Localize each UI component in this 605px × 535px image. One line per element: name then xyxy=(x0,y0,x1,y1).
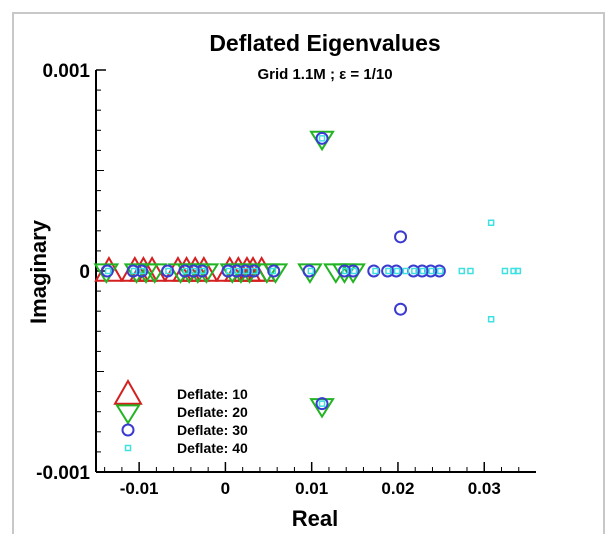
deflate-40-point xyxy=(251,267,258,275)
x-axis-label: Real xyxy=(292,506,338,531)
deflate-40-legend-marker xyxy=(124,444,132,452)
deflate-20-point xyxy=(141,263,168,284)
deflate-40-point xyxy=(487,315,495,323)
deflate-10-legend-label: Deflate: 10 xyxy=(177,386,248,402)
deflate-30-point xyxy=(337,264,351,278)
y-tick-label: 0 xyxy=(79,262,90,283)
deflate-30-point xyxy=(221,264,235,278)
deflate-40-point xyxy=(350,267,358,275)
deflate-40-point xyxy=(372,267,379,275)
deflate-30-legend-label: Deflate: 30 xyxy=(177,422,248,438)
deflate-40-legend-label: Deflate: 40 xyxy=(177,440,248,456)
deflate-40-point xyxy=(385,267,392,275)
y-tick-label: -0.001 xyxy=(36,463,90,484)
y-axis-label: Imaginary xyxy=(26,219,51,324)
deflate-40-point xyxy=(307,267,315,275)
data-marks-group xyxy=(93,130,522,419)
deflate-40-point xyxy=(487,219,495,227)
deflate-40-point xyxy=(402,267,409,275)
deflate-30-point xyxy=(302,264,316,278)
frame-top-border xyxy=(12,12,604,14)
deflate-40-point xyxy=(342,267,349,275)
deflate-40-point xyxy=(428,267,435,275)
deflate-40-point xyxy=(182,267,189,275)
deflate-30-point xyxy=(315,131,329,145)
deflate-30-point xyxy=(126,264,140,278)
deflate-40-point xyxy=(234,267,241,275)
deflate-40-point xyxy=(269,267,277,275)
deflate-40-point xyxy=(225,267,233,275)
deflate-20-legend-marker xyxy=(115,404,141,425)
deflate-30-point xyxy=(100,264,114,278)
y-tick-label: 0.001 xyxy=(42,61,90,82)
deflate-40-point xyxy=(467,267,474,275)
deflate-40-point xyxy=(411,267,418,275)
deflate-30-point xyxy=(267,264,281,278)
deflate-40-point xyxy=(104,267,112,275)
deflate-40-point xyxy=(318,135,326,142)
deflate-40-point xyxy=(436,267,444,275)
x-tick-label: 0.03 xyxy=(468,479,501,498)
chart-title: Deflated Eigenvalues xyxy=(209,30,440,56)
deflate-30-point xyxy=(161,264,175,278)
deflate-30-point xyxy=(315,397,329,411)
deflate-40-point xyxy=(514,267,522,275)
x-tick-label: 0.01 xyxy=(295,479,328,498)
frame-left-border xyxy=(12,12,14,534)
legend: Deflate: 10 Deflate: 20 Deflate: 30 Deflate… xyxy=(113,378,248,456)
ticks-group: -0.01 0 0.01 0.02 0.03 -0.001 0 0.001 xyxy=(36,61,520,498)
chart-subtitle: Grid 1.1M ; ε = 1/10 xyxy=(257,66,392,83)
deflate-30-point xyxy=(178,264,192,278)
deflate-30-point xyxy=(367,264,381,278)
deflate-20-legend-label: Deflate: 20 xyxy=(177,404,248,420)
deflate-40-point xyxy=(199,267,207,275)
deflate-40-point xyxy=(458,267,466,275)
deflate-30-point xyxy=(381,264,395,278)
deflate-40-point xyxy=(419,267,427,275)
x-tick-label: 0 xyxy=(221,479,230,498)
deflate-40-point xyxy=(393,267,401,275)
deflate-40-point xyxy=(318,400,326,407)
deflate-40-point xyxy=(139,267,146,275)
frame-right-border xyxy=(603,12,605,534)
deflate-30-legend-marker xyxy=(121,423,135,437)
deflate-30-point xyxy=(394,302,408,316)
x-tick-label: -0.01 xyxy=(120,479,159,498)
deflate-40-point xyxy=(242,267,250,275)
deflate-40-point xyxy=(501,267,509,275)
x-tick-label: 0.02 xyxy=(381,479,414,498)
deflate-40-point xyxy=(130,267,138,275)
deflate-10-legend-marker xyxy=(113,378,143,405)
deflate-40-point xyxy=(165,267,172,275)
deflate-30-point xyxy=(394,230,408,244)
deflate-40-point xyxy=(191,267,198,275)
